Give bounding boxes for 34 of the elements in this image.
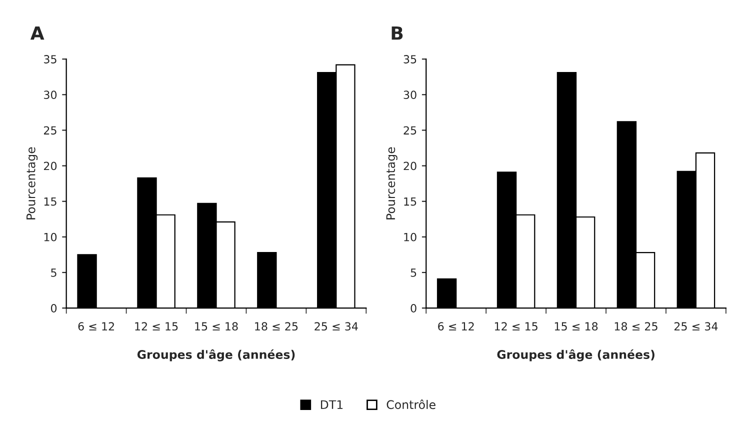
x-axis-title: Groupes d'âge (années) <box>137 349 295 362</box>
y-tick-label: 5 <box>51 268 56 277</box>
legend-label: Contrôle <box>386 399 436 410</box>
x-tick-label: 18 ≤ 25 <box>255 322 298 331</box>
x-tick-label: 15 ≤ 18 <box>195 322 238 331</box>
y-tick-label: 15 <box>404 197 416 206</box>
legend-label: DT1 <box>320 400 343 409</box>
y-tick-label: 0 <box>50 304 57 312</box>
y-tick-label: 10 <box>44 232 57 242</box>
chart-title: B <box>392 26 403 40</box>
y-tick-label: 20 <box>404 162 416 170</box>
x-tick-label: 18 ≤ 25 <box>614 322 658 331</box>
y-tick-label: 35 <box>44 55 56 64</box>
x-tick-label: 12 ≤ 15 <box>135 322 178 331</box>
x-tick-label: 12 ≤ 15 <box>494 322 538 331</box>
x-tick-label: 15 ≤ 18 <box>554 322 598 331</box>
x-tick-label: 6 ≤ 12 <box>438 322 474 331</box>
y-tick-label: 5 <box>410 268 416 277</box>
y-tick-label: 0 <box>410 304 416 312</box>
x-tick-label: 25 ≤ 34 <box>314 322 358 331</box>
y-axis-title: Pourcentage <box>26 147 38 220</box>
y-tick-label: 10 <box>404 232 416 242</box>
y-axis-title: Pourcentage <box>386 147 398 220</box>
y-tick-label: 15 <box>44 197 56 206</box>
x-tick-label: 6 ≤ 12 <box>78 322 114 331</box>
y-tick-label: 35 <box>404 55 416 64</box>
y-tick-label: 20 <box>44 162 57 170</box>
x-axis-title: Groupes d'âge (années) <box>497 349 654 362</box>
y-tick-label: 25 <box>404 126 416 135</box>
x-tick-label: 25 ≤ 34 <box>674 322 718 331</box>
y-tick-label: 25 <box>44 126 56 135</box>
y-tick-label: 30 <box>44 90 57 100</box>
y-tick-label: 30 <box>404 90 416 100</box>
chart-title: A <box>30 26 44 40</box>
